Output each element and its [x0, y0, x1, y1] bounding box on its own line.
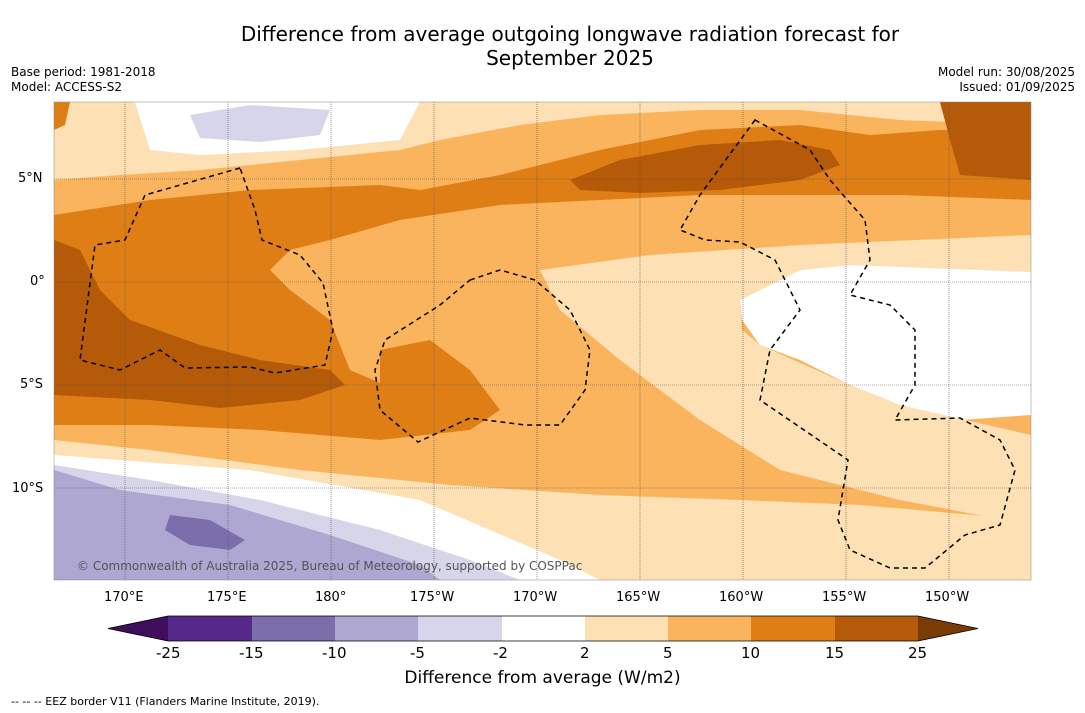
colorbar-bin	[668, 616, 751, 641]
lat-tick-label: 5°N	[18, 171, 43, 186]
lat-tick-label: 5°S	[20, 377, 44, 392]
model-run: Model run: 30/08/2025	[937, 65, 1075, 79]
colorbar-tick: -2	[493, 644, 508, 662]
lon-tick-label: 155°W	[822, 590, 867, 605]
colorbar-bin	[751, 616, 835, 641]
issued-date: Issued: 01/09/2025	[959, 80, 1075, 94]
colorbar-bin	[418, 616, 502, 641]
lon-tick-label: 175°E	[207, 590, 247, 605]
lon-tick-label: 170°W	[513, 590, 558, 605]
colorbar-tick: 5	[663, 644, 673, 662]
colorbar-label: Difference from average (W/m2)	[404, 668, 681, 688]
colorbar-tick: -10	[322, 644, 347, 662]
eez-borders	[79, 119, 1016, 569]
colorbar-tick: -25	[156, 644, 181, 662]
lat-tick-label: 0°	[30, 274, 45, 289]
copyright-notice: © Commonwealth of Australia 2025, Bureau…	[77, 559, 583, 573]
model-name: Model: ACCESS-S2	[11, 80, 123, 94]
grid-lines	[54, 102, 1031, 580]
lon-tick-label: 175°W	[410, 590, 455, 605]
map-fields	[54, 102, 1031, 580]
colorbar-bin	[502, 616, 585, 641]
colorbar-bin	[335, 616, 418, 641]
eez-footnote: -- -- -- EEZ border V11 (Flanders Marine…	[11, 695, 320, 708]
colorbar-tick: -5	[410, 644, 425, 662]
colorbar-tick: 15	[825, 644, 845, 662]
meta-right: Model run: 30/08/2025 Issued: 01/09/2025	[938, 65, 1075, 95]
colorbar-tick: 10	[741, 644, 761, 662]
lat-tick-label: 10°S	[12, 481, 44, 496]
map-title: Difference from average outgoing longwav…	[200, 22, 940, 70]
colorbar-high-extend	[918, 616, 978, 641]
colorbar-bin	[835, 616, 918, 641]
colorbar-low-extend	[108, 616, 168, 641]
meta-left: Base period: 1981-2018 Model: ACCESS-S2	[11, 65, 156, 95]
colorbar-tick: 2	[580, 644, 590, 662]
colorbar-bin	[168, 616, 252, 641]
lon-tick-label: 170°E	[104, 590, 144, 605]
title-line-1: Difference from average outgoing longwav…	[240, 22, 900, 46]
colorbar-tick: -15	[239, 644, 264, 662]
lon-tick-label: 165°W	[616, 590, 661, 605]
colorbar-tick: 25	[908, 644, 928, 662]
lon-tick-label: 180°	[315, 590, 347, 605]
colorbar	[107, 615, 979, 642]
map-frame	[53, 101, 1032, 581]
lon-tick-label: 160°W	[719, 590, 764, 605]
lon-tick-label: 150°W	[925, 590, 970, 605]
base-period: Base period: 1981-2018	[11, 65, 156, 79]
colorbar-bin	[252, 616, 335, 641]
colorbar-bin	[585, 616, 668, 641]
title-line-2: September 2025	[486, 46, 654, 70]
